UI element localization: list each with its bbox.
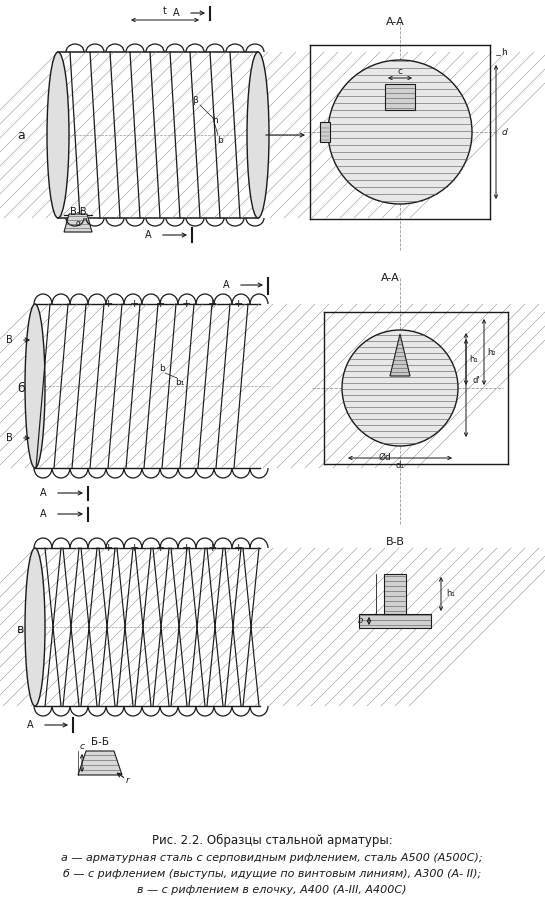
Circle shape (328, 60, 472, 204)
Text: B: B (6, 335, 13, 345)
Text: h₁: h₁ (446, 590, 456, 599)
Text: +: + (181, 543, 191, 553)
Text: +: + (155, 299, 165, 309)
Bar (384, 574, 406, 614)
Bar (359, 614, 431, 628)
Text: +: + (104, 543, 113, 553)
Bar (58, 52, 258, 218)
Text: d₁: d₁ (396, 462, 404, 471)
Bar (320, 122, 330, 142)
Text: Ød: Ød (379, 452, 391, 462)
Text: Б-Б: Б-Б (91, 737, 109, 747)
Text: b: b (159, 364, 165, 373)
Text: +: + (233, 543, 243, 553)
Bar (35, 548, 260, 706)
Text: b: b (358, 617, 362, 625)
Text: б — с рифлением (выступы, идущие по винтовым линиям), А300 (А- II);: б — с рифлением (выступы, идущие по винт… (63, 869, 481, 879)
Text: +: + (155, 543, 165, 553)
Text: h: h (212, 115, 218, 124)
Text: A: A (40, 488, 47, 498)
Bar (385, 84, 415, 110)
Text: h₁: h₁ (470, 355, 479, 364)
Text: B: B (6, 433, 13, 443)
Text: A: A (40, 509, 47, 519)
Text: в: в (17, 623, 25, 636)
Polygon shape (390, 334, 410, 376)
Ellipse shape (25, 548, 45, 706)
Text: +: + (207, 543, 217, 553)
Text: h₂: h₂ (488, 347, 496, 356)
Text: d: d (501, 128, 507, 136)
Text: B-B: B-B (385, 537, 404, 547)
Text: A: A (146, 230, 152, 240)
Text: B-B: B-B (70, 207, 86, 217)
Text: α: α (76, 218, 81, 228)
Circle shape (342, 330, 458, 446)
Bar (58, 52, 258, 218)
Ellipse shape (47, 52, 69, 218)
Text: +: + (104, 299, 113, 309)
Text: h: h (501, 48, 507, 57)
Text: β: β (192, 95, 198, 104)
Bar (35, 304, 260, 468)
Text: +: + (129, 543, 138, 553)
Ellipse shape (25, 304, 45, 468)
Text: +: + (233, 299, 243, 309)
Text: b₁: b₁ (175, 377, 185, 387)
Text: б: б (17, 381, 25, 395)
Text: b: b (217, 135, 223, 144)
Text: A-A: A-A (380, 273, 399, 283)
Bar (35, 548, 260, 706)
Text: в — с рифлением в елочку, А400 (А-III, А400С): в — с рифлением в елочку, А400 (А-III, А… (137, 885, 407, 895)
Text: +: + (129, 299, 138, 309)
Text: +: + (181, 299, 191, 309)
Text: A-A: A-A (386, 17, 404, 27)
Text: A: A (223, 280, 230, 290)
Text: d': d' (472, 376, 480, 385)
Text: +: + (207, 299, 217, 309)
Text: c: c (397, 67, 403, 76)
Text: а: а (17, 129, 25, 142)
Text: r: r (126, 777, 130, 785)
Text: Рис. 2.2. Образцы стальной арматуры:: Рис. 2.2. Образцы стальной арматуры: (152, 834, 392, 846)
Polygon shape (78, 751, 122, 775)
Text: A: A (173, 8, 180, 18)
Text: а — арматурная сталь с серповидным рифлением, сталь А500 (А500С);: а — арматурная сталь с серповидным рифле… (61, 853, 483, 863)
Text: A: A (27, 720, 34, 730)
Bar (35, 304, 260, 468)
Ellipse shape (247, 52, 269, 218)
Text: t: t (163, 6, 167, 16)
Text: c: c (80, 742, 84, 751)
Polygon shape (64, 214, 92, 232)
